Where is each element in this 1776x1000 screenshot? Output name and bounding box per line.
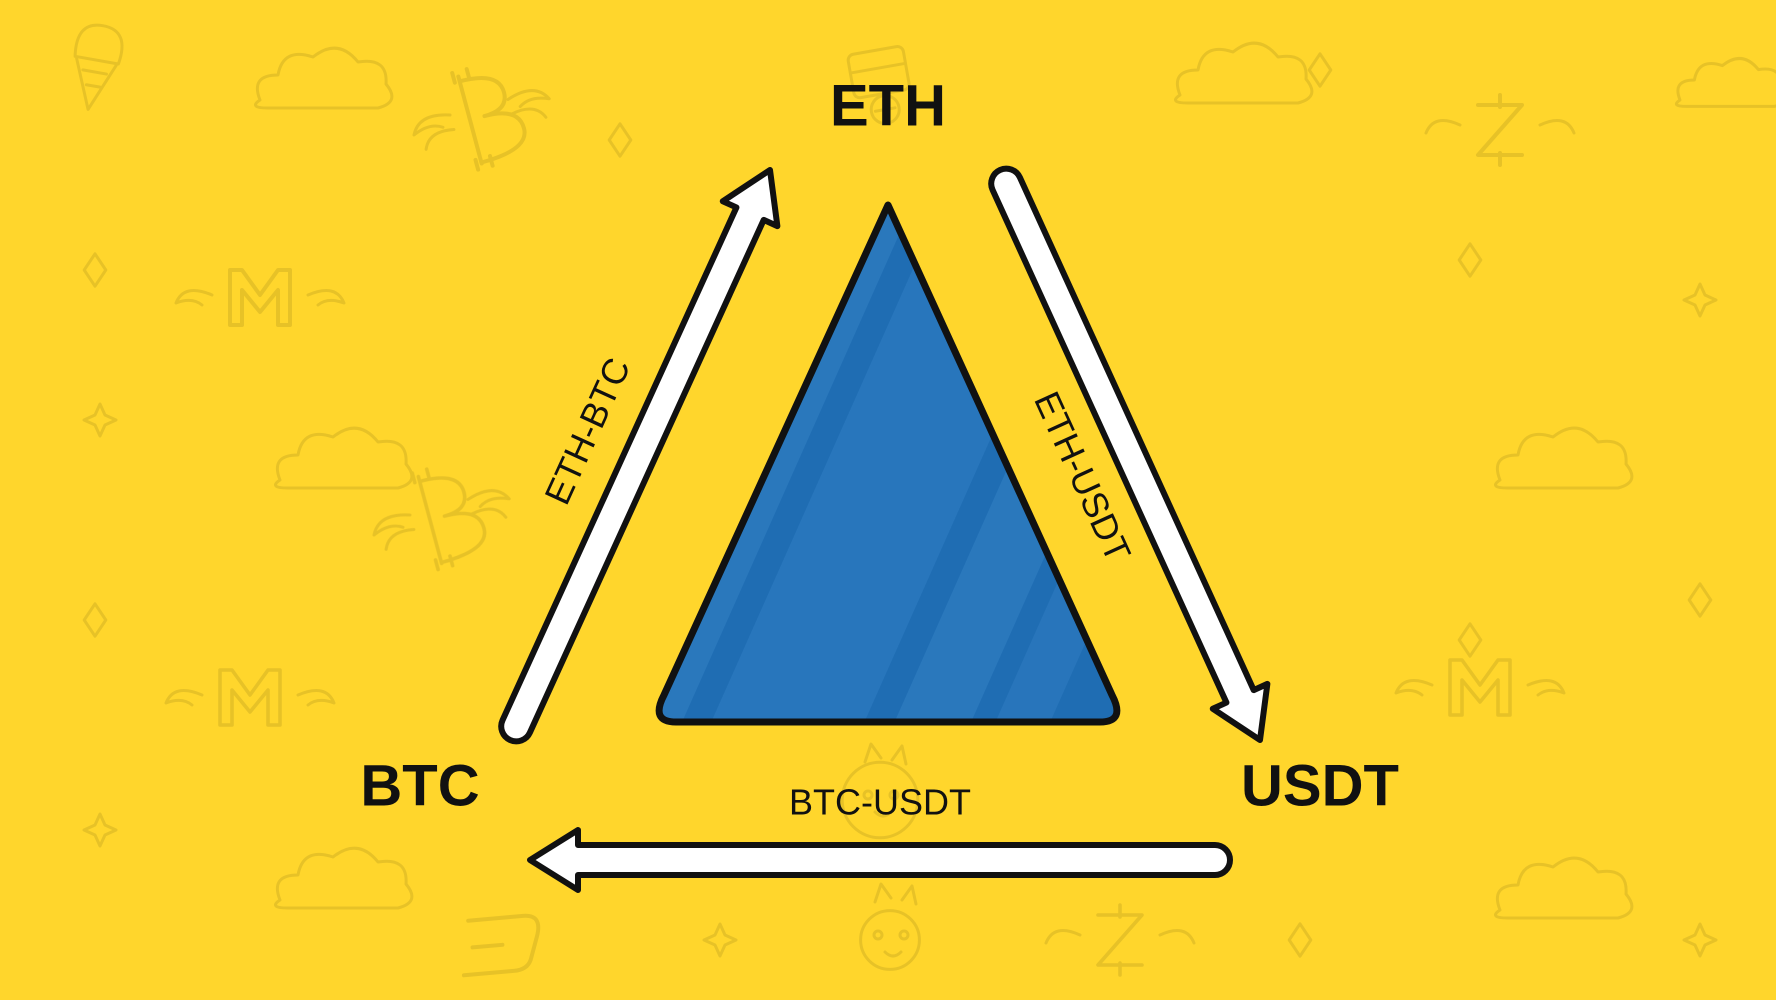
vertex-label-usdt: USDT: [1241, 753, 1399, 818]
diagram-canvas: ETH-BTCETH-USDTBTC-USDTETHBTCUSDT: [0, 0, 1776, 1000]
edge-label-btc-usdt: BTC-USDT: [789, 782, 971, 823]
diagram-svg: ETH-BTCETH-USDTBTC-USDTETHBTCUSDT: [0, 0, 1776, 1000]
vertex-label-btc: BTC: [360, 753, 479, 818]
vertex-label-eth: ETH: [830, 73, 946, 138]
